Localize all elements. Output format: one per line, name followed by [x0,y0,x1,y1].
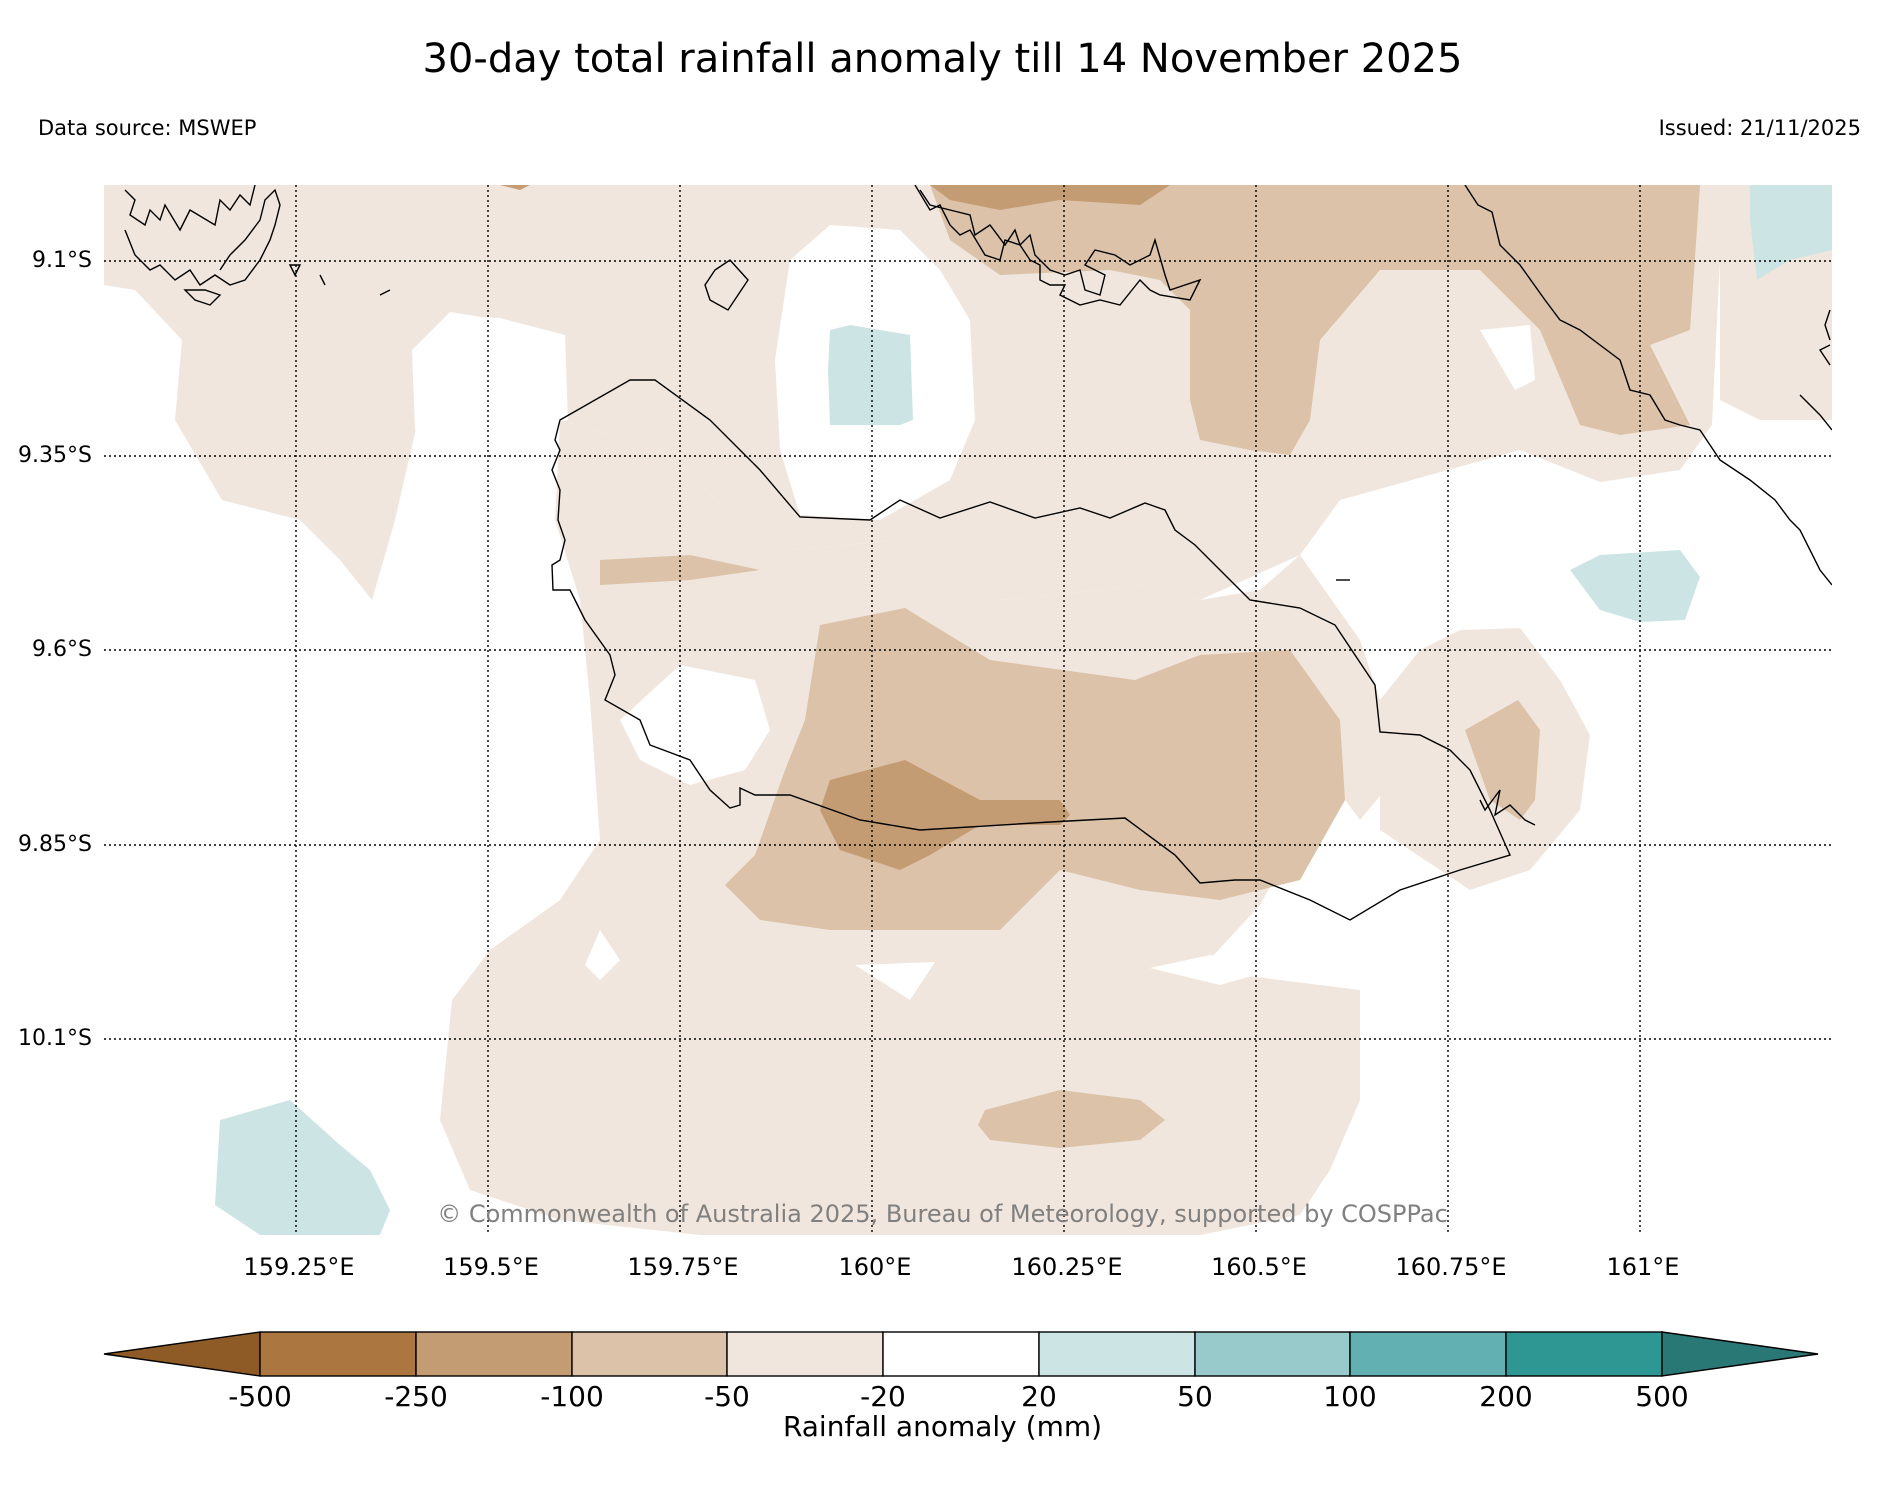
lon-label: 159.25°E [243,1253,355,1281]
colorbar-bin [1038,1331,1196,1377]
lat-label: 9.85°S [18,832,92,857]
contour-dark-tan-north [930,185,1170,210]
copyright-notice: © Commonwealth of Australia 2025, Bureau… [437,1200,1448,1228]
colorbar-bin [882,1331,1040,1377]
map-title: 30-day total rainfall anomaly till 14 No… [422,36,1463,82]
colorbar-tick-label: -100 [540,1380,604,1413]
graticule [104,185,1832,1235]
colorbar-bin [1194,1331,1351,1377]
hole-central [620,665,770,785]
hole-islands [1480,325,1535,390]
anomaly-contours [104,185,1832,1235]
colorbar-bin [726,1331,884,1377]
colorbar-tick-label: -50 [704,1380,750,1413]
lon-label: 160.25°E [1011,1253,1123,1281]
lat-label: 9.6°S [32,637,92,662]
colorbar-bin [415,1331,573,1377]
coast-nw-4 [288,264,302,277]
coast-santa-isabel [1464,185,1832,586]
coast-east-tip [1479,789,1536,826]
colorbar-tick-label: 200 [1479,1380,1533,1413]
colorbar-bin [259,1331,417,1377]
lon-label: 160.5°E [1211,1253,1307,1281]
lon-label: 160°E [838,1253,912,1281]
colorbar-bin [1505,1331,1663,1377]
coast-nggela [914,185,1202,306]
hole-south-small [585,930,620,980]
contour-teal-north-center [828,325,913,425]
colorbar-tick-label: -500 [228,1380,292,1413]
colorbar-extend-high [1661,1331,1819,1377]
contour-tan-south [978,1090,1165,1148]
colorbar-tick-label: 500 [1635,1380,1689,1413]
coast-nw-5 [319,274,391,296]
colorbar-bin [1349,1331,1507,1377]
hole-north-west [412,315,568,440]
lat-label: 9.1°S [32,248,92,273]
colorbar [103,1331,1819,1377]
data-source: Data source: MSWEP [38,116,257,140]
colorbar-extend-low [103,1331,261,1377]
coast-east-fragment2 [1799,394,1832,431]
lon-label: 160.75°E [1395,1253,1507,1281]
lat-label: 9.35°S [18,443,92,468]
issued-date: Issued: 21/11/2025 [1658,116,1861,140]
contour-teal-sw [215,1100,390,1235]
contour-dark-tan-north2 [500,185,530,190]
lon-label: 159.5°E [443,1253,539,1281]
coast-east-fragment [1818,309,1831,366]
coast-guadalcanal [551,379,1511,921]
colorbar-tick-label: 50 [1177,1380,1213,1413]
colorbar-tick-label: -250 [384,1380,448,1413]
contour-tan-east [1465,700,1540,820]
colorbar-tick-label: 100 [1323,1380,1377,1413]
lon-label: 161°E [1606,1253,1680,1281]
contour-dark-tan-central [820,760,1070,870]
coast-florida-islands [704,259,749,311]
colorbar-tick-label: -20 [860,1380,906,1413]
contour-teal-ne [1750,185,1832,280]
colorbar-bin [571,1331,728,1377]
hole-south-mid [855,962,935,1000]
hole-south-east [1150,955,1290,985]
contour-teal-east [1570,550,1700,622]
coast-nw-3 [183,289,222,306]
coast-nw-islands [124,185,256,232]
colorbar-title: Rainfall anomaly (mm) [782,1410,1103,1443]
contour-tan-ne-lobe [1540,300,1690,435]
coast-nw-2 [124,188,281,286]
lon-label: 159.75°E [627,1253,739,1281]
coastlines [124,185,1832,921]
lat-label: 10.1°S [18,1026,92,1051]
colorbar-tick-label: 20 [1021,1380,1057,1413]
